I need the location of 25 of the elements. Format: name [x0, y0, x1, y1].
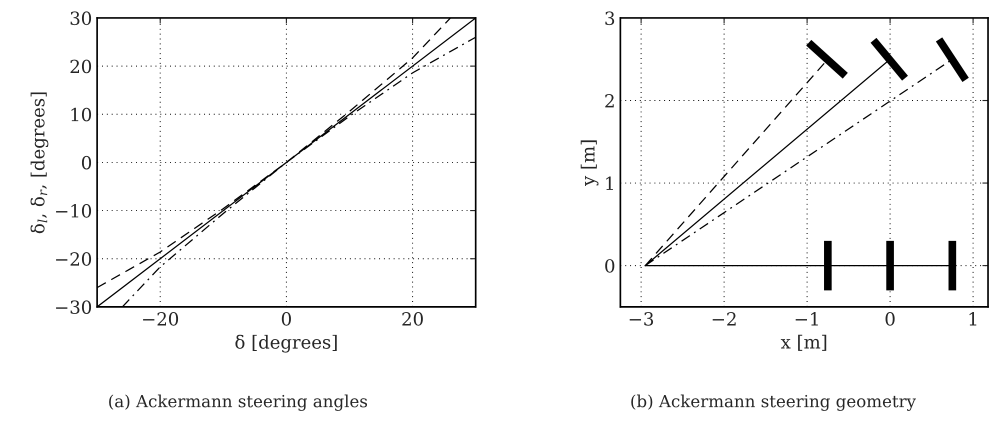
y-tick-label: 0: [605, 259, 614, 273]
x-tick-label: 20: [402, 312, 423, 326]
y-tick-label: 3: [605, 11, 614, 26]
x-tick-label: −1: [796, 312, 818, 326]
text: (b) Ackermann steering geometry: [631, 394, 916, 411]
y-tick-label: 0: [82, 156, 92, 170]
y-tick-label: 20: [70, 60, 92, 74]
y-axis-title: y [m]: [580, 140, 598, 186]
x-tick-label: −20: [143, 312, 178, 326]
y-tick-label: 2: [605, 94, 614, 108]
x-tick-label: 0: [886, 312, 895, 326]
x-tick-label: −2: [712, 312, 736, 326]
y-tick-label: 30: [70, 11, 92, 26]
y-tick-label: 1: [606, 176, 613, 190]
y-tick-label: −20: [56, 252, 92, 266]
text: (a) Ackermann steering angles: [109, 394, 368, 411]
y-axis-title: δ$_{l}$, δ$_{r}$, [degrees]: [30, 92, 48, 234]
x-tick-label: 1: [970, 312, 976, 326]
x-tick-label: −3: [630, 312, 654, 326]
x-axis-title: x [m]: [780, 334, 826, 351]
x-tick-label: 0: [282, 312, 291, 326]
y-tick-label: −30: [56, 300, 92, 314]
x-axis-title: δ [degrees]: [235, 334, 337, 353]
y-tick-label: −10: [56, 204, 92, 218]
y-tick-label: 10: [71, 108, 92, 122]
